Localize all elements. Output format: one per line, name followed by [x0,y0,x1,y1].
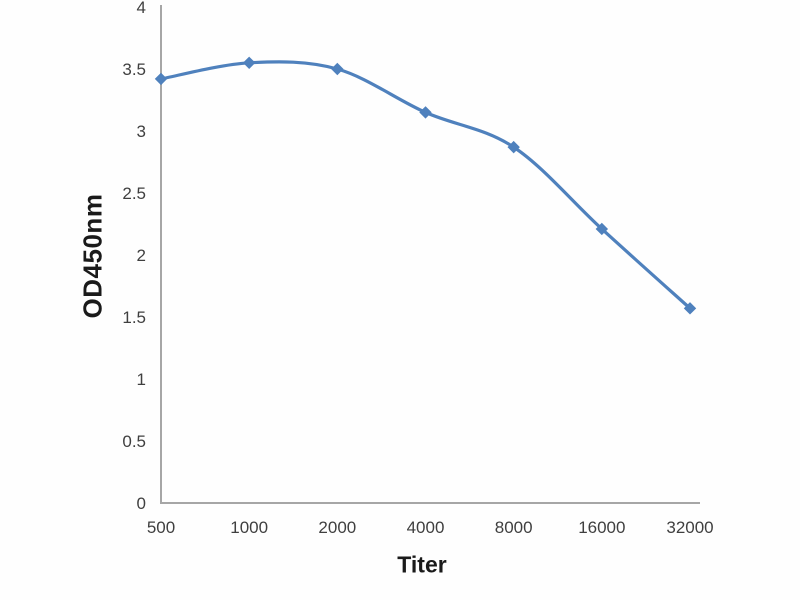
data-point-marker [683,302,697,315]
x-tick-label: 8000 [495,518,533,537]
x-tick-label: 500 [147,518,175,537]
y-tick-label: 0.5 [122,432,146,451]
data-point-marker [595,222,609,236]
x-tick-label: 4000 [407,518,445,537]
x-tick-label: 32000 [666,518,713,537]
y-tick-label: 1.5 [122,308,146,327]
data-point-marker [154,72,168,86]
y-tick-label: 2.5 [122,184,146,203]
y-tick-label: 4 [137,0,146,17]
x-axis-title: Titer [397,551,447,578]
y-tick-label: 3 [137,122,146,141]
y-tick-label: 0 [137,494,146,513]
y-tick-label: 3.5 [122,60,146,79]
series-line [159,60,692,310]
y-tick-label: 1 [137,370,146,389]
x-tick-label: 2000 [318,518,356,537]
data-point-marker [242,56,256,70]
data-point-marker [507,140,520,154]
y-tick-label: 2 [137,246,146,265]
data-point-marker [331,62,344,76]
y-axis-title: OD450nm [77,193,108,319]
x-tick-label: 1000 [230,518,268,537]
x-tick-label: 16000 [578,518,625,537]
data-point-marker [419,106,432,119]
